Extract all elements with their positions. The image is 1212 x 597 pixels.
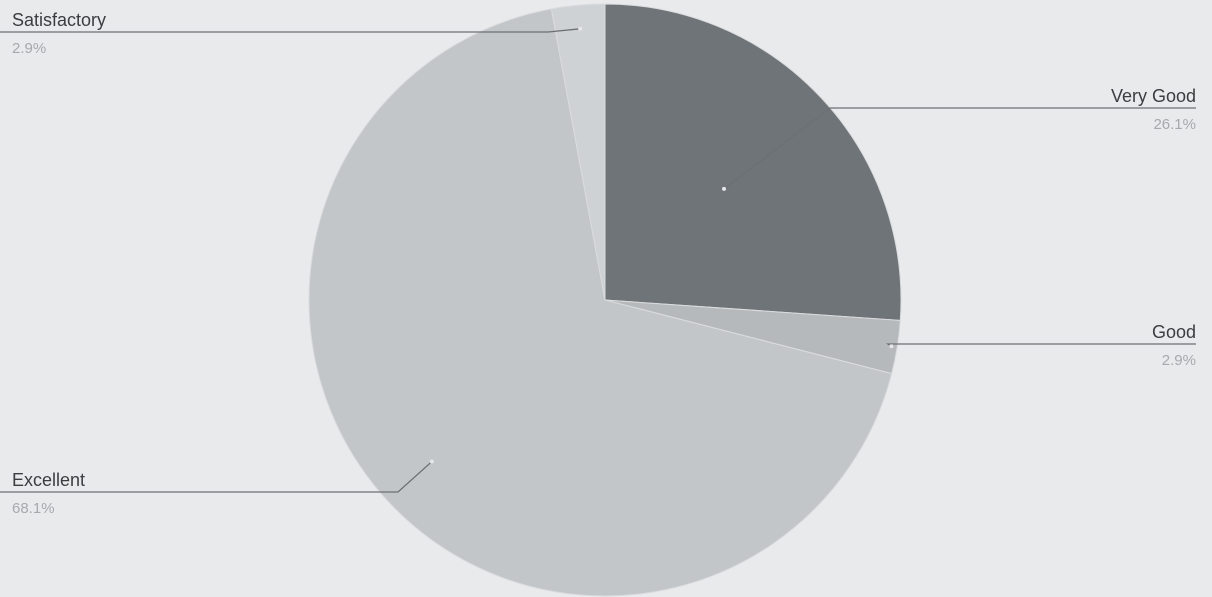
- pie-slice-excellent: [308, 8, 893, 597]
- leader-line-satisfactory: [0, 28, 581, 33]
- leader-dot-very-good: [722, 186, 727, 191]
- leader-line-good: [885, 343, 1196, 347]
- slice-value-excellent: 68.1%: [12, 500, 55, 517]
- slice-label-good: Good: [1152, 322, 1196, 342]
- pie-slice-satisfactory: [550, 3, 606, 301]
- leader-line-excellent: [0, 461, 433, 493]
- slice-value-very-good: 26.1%: [1153, 116, 1196, 133]
- slice-value-good: 2.9%: [1162, 352, 1196, 369]
- slice-label-excellent: Excellent: [12, 470, 85, 490]
- pie-slice-very-good: [604, 3, 902, 321]
- leader-dot-excellent: [429, 459, 434, 464]
- leader-dot-good: [889, 344, 894, 349]
- slice-label-satisfactory: Satisfactory: [12, 10, 106, 30]
- pie-slices: [308, 3, 902, 597]
- leader-line-very-good: [723, 107, 1196, 190]
- slice-value-satisfactory: 2.9%: [12, 40, 46, 57]
- leader-lines: [0, 26, 1196, 493]
- slice-label-very-good: Very Good: [1111, 86, 1196, 106]
- leader-dot-satisfactory: [578, 26, 583, 31]
- slice-labels: Very Good 26.1% Good 2.9% Excellent 68.1% Sati…: [12, 10, 1196, 517]
